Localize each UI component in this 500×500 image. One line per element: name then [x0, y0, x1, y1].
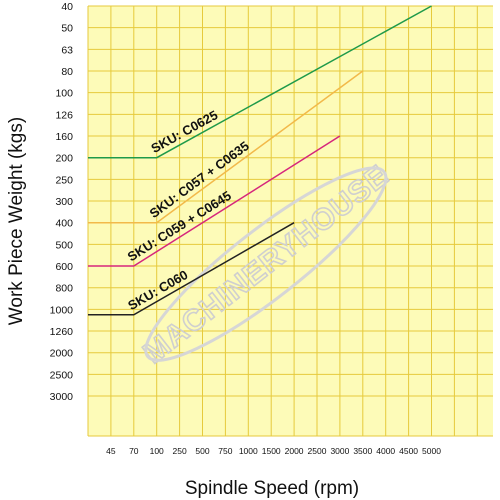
y-tick-labels: 40 50 63 80 100 126 160 200 250 300 400 500 600 800 10…	[50, 1, 74, 403]
y-tick-label: 1260	[50, 326, 74, 338]
series-line	[88, 70, 364, 224]
y-tick-label: 500	[55, 239, 73, 251]
y-tick-label: 160	[55, 131, 73, 143]
y-tick-label: 200	[55, 153, 73, 165]
y-tick-label: 2500	[50, 369, 74, 381]
y-tick-label: 250	[55, 174, 73, 186]
x-tick-label: 2000	[285, 446, 304, 456]
x-tick-label: 70	[129, 446, 139, 456]
y-tick-label: 100	[55, 88, 73, 100]
x-tick-labels: 45 70 100 250 500 750 1000 1500 2000 2500 3000 3500…	[106, 446, 441, 456]
y-tick-label: 126	[55, 109, 73, 121]
x-tick-label: 500	[195, 446, 209, 456]
series-line	[88, 135, 341, 267]
y-tick-label: 800	[55, 283, 73, 295]
x-axis-title: Spindle Speed (rpm)	[185, 478, 359, 499]
y-axis-title: Work Piece Weight (kgs)	[6, 117, 27, 325]
x-tick-label: 100	[150, 446, 164, 456]
series-line	[88, 222, 295, 316]
y-tick-label: 1000	[50, 304, 74, 316]
y-tick-label: 300	[55, 196, 73, 208]
x-tick-label: 750	[218, 446, 232, 456]
y-tick-label: 600	[55, 261, 73, 273]
x-tick-label: 1000	[239, 446, 258, 456]
series-line	[88, 5, 432, 159]
x-tick-label: 3500	[353, 446, 372, 456]
y-tick-label: 40	[61, 1, 73, 13]
x-tick-label: 4500	[399, 446, 418, 456]
y-tick-label: 50	[61, 23, 73, 35]
x-tick-label: 3000	[330, 446, 349, 456]
x-tick-label: 1500	[262, 446, 281, 456]
y-tick-label: 80	[61, 66, 73, 78]
x-tick-label: 45	[106, 446, 116, 456]
x-tick-label: 2500	[308, 446, 327, 456]
x-tick-label: 4000	[376, 446, 395, 456]
y-tick-label: 400	[55, 218, 73, 230]
x-tick-label: 250	[173, 446, 187, 456]
watermark-ring	[144, 166, 388, 362]
y-tick-label: 2000	[50, 348, 74, 360]
y-tick-label: 63	[61, 44, 73, 56]
y-tick-label: 3000	[50, 391, 74, 403]
x-tick-label: 5000	[422, 446, 441, 456]
plot-background	[88, 6, 493, 436]
